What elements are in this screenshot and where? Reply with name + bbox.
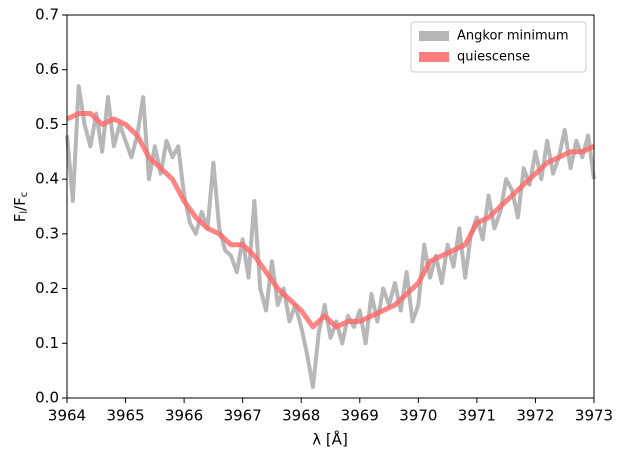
y-tick-label: 0.4 [35, 170, 59, 188]
y-tick-label: 0.7 [35, 6, 59, 24]
x-tick-label: 3971 [458, 407, 496, 425]
x-tick-label: 3965 [106, 407, 144, 425]
x-tick-label: 3969 [341, 407, 379, 425]
y-tick-label: 0.5 [35, 115, 59, 133]
y-tick-label: 0.2 [35, 279, 59, 297]
y-label-part: /F [11, 197, 29, 211]
y-tick-label: 0.1 [35, 334, 59, 352]
y-tick-label: 0.3 [35, 224, 59, 242]
x-tick-label: 3972 [516, 407, 554, 425]
y-axis-label: Fl/Fc [11, 192, 31, 223]
x-tick-label: 3966 [165, 407, 203, 425]
x-tick-label: 3973 [575, 407, 613, 425]
legend-box [410, 21, 587, 73]
plot-frame [66, 14, 595, 399]
legend-swatch [419, 52, 449, 62]
legend-label: quiescense [457, 50, 530, 65]
x-tick-label: 3967 [224, 407, 262, 425]
y-label-part: c [19, 192, 30, 198]
data-line [65, 110, 596, 330]
data-line [65, 84, 596, 390]
x-tick-label: 3964 [48, 407, 86, 425]
y-tick-label: 0.6 [35, 60, 59, 78]
x-axis-label: λ [Å] [312, 430, 348, 449]
x-tick-label: 3970 [399, 407, 437, 425]
x-tick-label: 3968 [282, 407, 320, 425]
y-label-part: l [19, 211, 30, 214]
y-label-part: F [11, 214, 29, 223]
y-tick-label: 0.0 [35, 389, 59, 407]
legend-label: Angkor minimum [457, 29, 569, 44]
legend-swatch [419, 31, 449, 41]
